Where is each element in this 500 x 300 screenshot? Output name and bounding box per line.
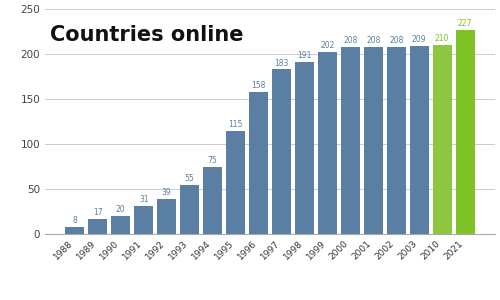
Bar <box>112 216 130 234</box>
Bar <box>249 92 268 234</box>
Bar <box>387 47 406 234</box>
Bar <box>158 199 176 234</box>
Text: 227: 227 <box>458 19 472 28</box>
Bar <box>318 52 337 234</box>
Text: 209: 209 <box>412 35 426 44</box>
Text: 8: 8 <box>72 216 77 225</box>
Bar <box>88 219 107 234</box>
Text: 202: 202 <box>320 41 334 50</box>
Text: 210: 210 <box>435 34 450 43</box>
Text: 208: 208 <box>366 36 380 45</box>
Text: 17: 17 <box>93 208 102 217</box>
Bar <box>456 30 474 234</box>
Text: 208: 208 <box>343 36 357 45</box>
Bar <box>134 206 153 234</box>
Bar <box>180 184 199 234</box>
Text: 55: 55 <box>185 174 194 183</box>
Text: 20: 20 <box>116 205 126 214</box>
Text: 39: 39 <box>162 188 172 197</box>
Text: 158: 158 <box>252 81 266 90</box>
Text: 208: 208 <box>389 36 404 45</box>
Bar <box>295 62 314 234</box>
Bar <box>203 167 222 234</box>
Bar <box>364 47 382 234</box>
Text: 31: 31 <box>139 195 148 204</box>
Bar <box>66 227 84 234</box>
Text: 191: 191 <box>297 51 312 60</box>
Bar <box>433 45 452 234</box>
Bar <box>272 69 291 234</box>
Text: Countries online: Countries online <box>50 25 243 45</box>
Bar <box>341 47 360 234</box>
Bar <box>226 130 245 234</box>
Text: 115: 115 <box>228 120 243 129</box>
Text: 75: 75 <box>208 156 218 165</box>
Bar <box>410 46 428 234</box>
Text: 183: 183 <box>274 58 288 68</box>
